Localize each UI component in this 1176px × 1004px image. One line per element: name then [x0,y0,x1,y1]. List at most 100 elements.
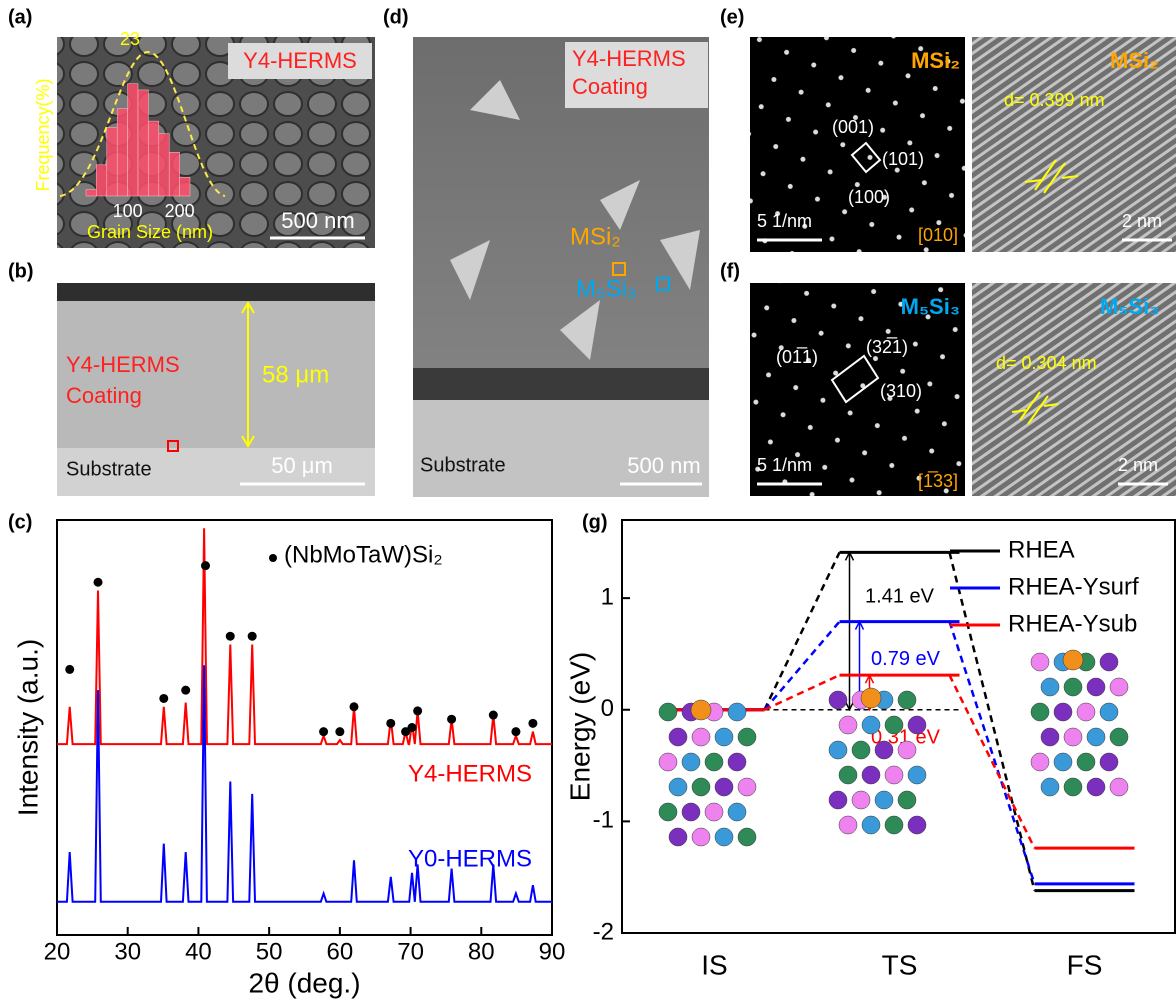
hist-bar [180,177,190,196]
atom [1077,753,1095,771]
x-tick-label: 80 [468,938,495,965]
atom [1041,778,1059,796]
peak-marker [335,727,344,736]
connector [765,675,840,710]
sample-label: Y4-HERMS [66,352,180,377]
atom [898,791,916,809]
atom [705,803,723,821]
substrate-label: Substrate [420,454,506,476]
connector [950,552,1035,890]
y-tick-label: -1 [593,807,614,834]
atom [1031,653,1049,671]
series-label: Y4-HERMS [408,760,532,787]
y-tick-label: -2 [593,918,614,945]
scale-label: 2 nm [1122,211,1162,231]
panel-label: (g) [582,511,608,533]
x-axis-title: Grain Size (nm) [87,222,213,242]
y-axis-title: Energy (eV) [564,652,595,801]
atom [738,778,756,796]
atom [738,728,756,746]
atom [839,716,857,734]
atom [669,778,687,796]
spot-index: (01̅1) [776,347,818,367]
atom [715,778,733,796]
atom [738,828,756,846]
scale-label: 5 1/nm [757,211,812,231]
legend-label: RHEA-Ysurf [1008,573,1139,600]
peak-marker [94,578,103,587]
peak-marker [350,702,359,711]
atom [1064,678,1082,696]
peak-marker [528,719,537,728]
atom [1110,728,1128,746]
atom [908,716,926,734]
atom [692,778,710,796]
sample-label: Y4-HERMS [243,48,357,73]
atom [875,741,893,759]
figure: (a) Y4-HERMS 500 nm (b) 58 μm Y4-HERMS C… [0,0,1176,1004]
atom [1100,703,1118,721]
atom [705,753,723,771]
interface-region [413,368,709,404]
connector [950,622,1035,884]
atom [908,816,926,834]
atom [898,741,916,759]
panel-label: (a) [8,6,32,28]
peak-marker [201,561,210,570]
peak-marker [226,632,235,641]
phase-label: MSi₂ [570,223,621,250]
panel-label: (c) [8,511,32,533]
peak-marker [489,711,498,720]
peak-marker [386,719,395,728]
plot-frame [57,520,552,935]
spot-index: (100) [848,187,890,207]
connector [765,622,840,710]
zone-axis: [1̅33] [918,471,958,491]
atom [829,741,847,759]
atom [1041,728,1059,746]
scale-label: 5 1/nm [757,455,812,475]
atom [659,753,677,771]
hist-bar [128,84,138,196]
x-tick-label: 50 [256,938,283,965]
atom [715,828,733,846]
peak-marker [181,686,190,695]
atom [875,791,893,809]
d-spacing: d= 0.304 nm [996,353,1097,373]
hist-bar [96,165,106,196]
barrier-label: 1.41 eV [865,586,935,608]
atom [1054,753,1072,771]
atom [1100,653,1118,671]
x-tick-label: TS [882,949,918,980]
peak-marker [413,706,422,715]
scale-label: 500 nm [627,453,700,478]
x-tick-label: 200 [165,201,195,221]
panel-label: (f) [720,260,740,282]
peak-marker [65,665,74,674]
hist-bar [107,127,117,196]
peak-marker [319,727,328,736]
atom [862,816,880,834]
y-axis-title: Intensity (a.u.) [12,639,43,816]
zone-axis: [010] [918,225,958,245]
legend-label: RHEA-Ysub [1008,610,1137,637]
peak-marker [248,632,257,641]
atom [1031,753,1049,771]
legend-marker [269,554,277,562]
atom [829,791,847,809]
atom [1087,678,1105,696]
atom [839,766,857,784]
atom [852,791,870,809]
atom [1064,778,1082,796]
atom [669,828,687,846]
atom [659,703,677,721]
y-tick-label: 1 [601,583,614,610]
legend-label: (NbMoTaW)Si₂ [284,541,443,568]
x-tick-label: 90 [539,938,566,965]
atom [852,741,870,759]
phase-label: MSi₂ [911,48,960,73]
spot-index: (101) [882,149,924,169]
x-tick-label: FS [1067,949,1103,980]
phase-label: M₅Si₃ [576,275,637,302]
coating-label: Coating [572,74,648,99]
